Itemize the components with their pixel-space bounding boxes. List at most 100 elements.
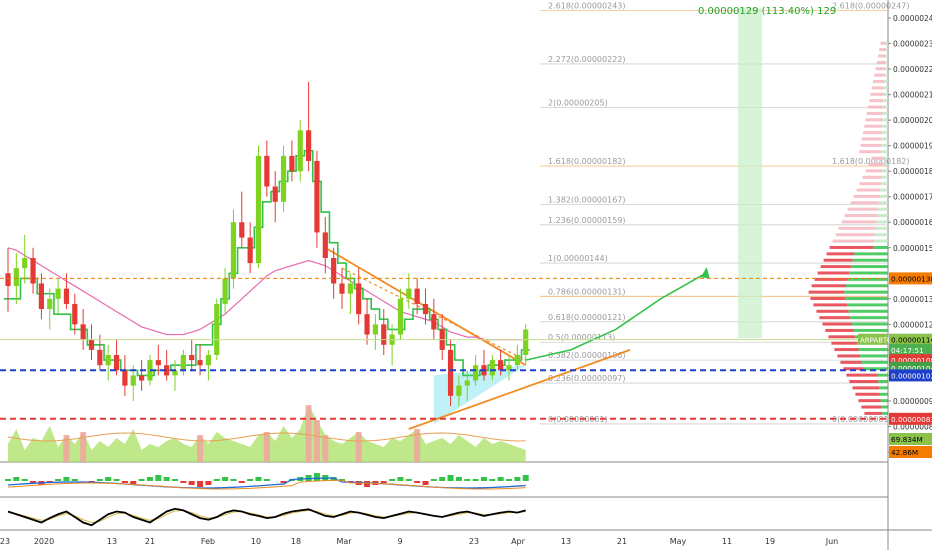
profile-bar-buy [878,379,888,383]
profile-bar-buy [852,258,888,262]
candle-body [180,354,186,371]
profile-bar-sell [849,379,879,383]
macd-histogram-bar [121,481,128,483]
y-tick-label: 0.00000080 [893,422,932,431]
candle-body [88,339,95,350]
macd-histogram-bar [330,477,337,481]
profile-bar-buy [854,252,888,256]
profile-bar-sell [871,156,884,160]
candle-body [130,375,136,386]
candle-body [13,268,19,287]
macd-histogram-bar [180,481,187,483]
candle-body [230,222,237,279]
price-badge [889,369,932,382]
profile-bar-buy [844,290,888,294]
candle-body [456,385,462,396]
profile-bar-sell [865,169,883,173]
macd-histogram-bar [30,481,37,483]
profile-bar-buy [849,271,888,275]
candle-body [239,222,245,238]
candle-body [113,354,120,371]
candle-body [356,283,362,315]
macd-signal [7,479,526,490]
profile-bar-sell [858,399,881,403]
candle-body [189,354,195,361]
candle-body [431,314,437,330]
fib-label: 1.618(0.00000182) [548,157,626,166]
price-badge [889,343,932,356]
price-badge [889,272,932,285]
profile-bar-buy [845,297,888,301]
macd-histogram-bar [222,477,229,481]
candle-body [506,365,512,371]
profile-bar-sell [835,233,875,237]
volume-ma [7,432,526,442]
price-badge-label: 0.00000102 [891,371,932,380]
macd-histogram-bar [188,481,195,485]
x-tick-label: 23 [0,537,10,546]
profile-bar-buy [881,137,888,141]
candle-body [97,349,103,366]
profile-bar-sell [873,80,885,84]
support-line [408,349,631,430]
profile-bar-sell [868,105,883,109]
profile-bar-sell [823,258,853,262]
volume-bar [355,432,362,462]
candle-body [30,257,36,284]
price-badge [889,446,932,458]
symbol-badge-label: ARPABTC [860,337,892,345]
macd-histogram-bar [130,481,137,485]
profile-bar-sell [832,239,875,243]
macd-histogram-bar [213,479,220,481]
candle-body [247,237,253,264]
volume-bar [263,432,270,462]
price-badge [889,333,932,346]
fib-label: 0.5(0.00000113) [548,333,615,342]
candle-body [172,370,178,376]
candle-body [297,130,303,172]
profile-bar-sell [853,194,880,198]
measure-zone [738,8,762,338]
candle-body [272,186,278,202]
x-tick-label: 10 [251,537,261,546]
profile-bar-buy [851,322,888,326]
profile-bar-buy [880,150,888,154]
fib-label: 0.236(0.00000097) [548,374,626,383]
fib-label: 0(0.00000081) [548,415,608,424]
profile-bar-sell [863,131,882,135]
profile-bar-buy [884,67,888,71]
x-tick-label: 23 [469,537,479,546]
macd-histogram-bar [197,481,204,487]
profile-bar-sell [878,54,886,58]
profile-bar-buy [882,118,888,122]
price-badge [889,412,932,425]
time-axis[interactable]: 23 2020 13 21 Feb 10 18 Mar 9 23 Apr 13 21 May 11 19 Jun [0,537,838,546]
candle-body [397,298,404,335]
profile-bar-buy [845,284,888,288]
profile-bar-buy [863,367,888,371]
profile-bar-sell [817,271,850,275]
candle-body [289,155,295,172]
volume-bar [322,435,329,462]
profile-bar-buy [883,105,888,109]
candle-body [280,155,287,202]
fib-label: 0.786(0.00000131) [548,287,626,296]
profile-bar-sell [847,207,878,211]
candle-body [197,360,203,366]
volume-bar [63,435,70,462]
candle-body [447,349,454,396]
profile-bar-buy [883,86,888,90]
profile-bar-sell [811,284,846,288]
profile-bar-sell [871,86,884,90]
macd-histogram-bar [5,479,11,481]
profile-bar-buy [883,162,888,166]
profile-bar-sell [861,405,882,409]
profile-bar-buy [850,265,888,269]
